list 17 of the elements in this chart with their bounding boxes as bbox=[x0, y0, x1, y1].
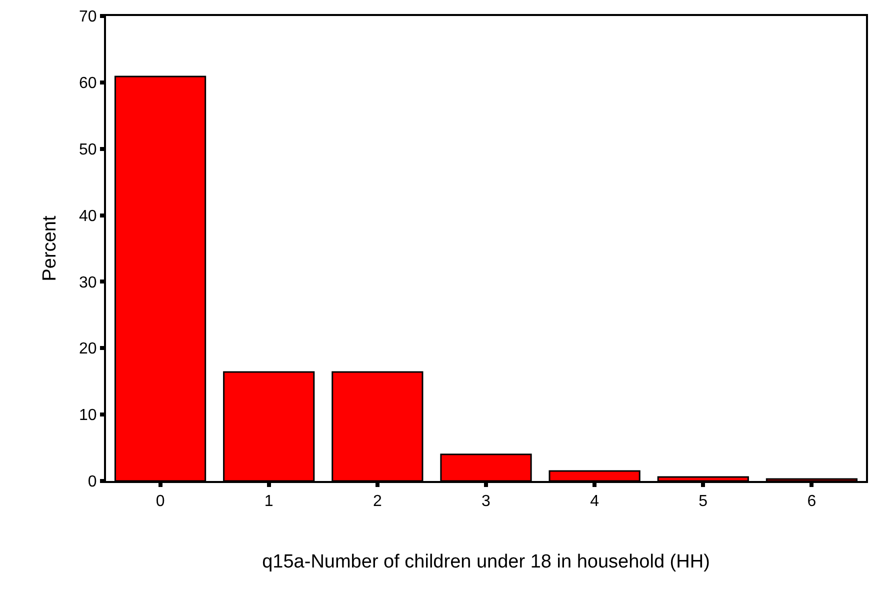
y-tick-label: 60 bbox=[79, 75, 97, 92]
y-axis-title: Percent bbox=[39, 215, 60, 282]
x-tick-label: 6 bbox=[807, 493, 816, 510]
x-tick-label: 3 bbox=[482, 493, 491, 510]
y-tick-label: 20 bbox=[79, 340, 97, 358]
x-tick-label: 4 bbox=[590, 493, 600, 510]
y-tick-label: 70 bbox=[79, 8, 97, 26]
x-tick-label: 5 bbox=[698, 493, 708, 510]
y-tick-label: 50 bbox=[79, 141, 97, 158]
y-tick-label: 30 bbox=[79, 274, 97, 292]
x-tick-label: 2 bbox=[372, 493, 382, 510]
y-tick-label: 10 bbox=[79, 407, 97, 424]
y-tick-label: 0 bbox=[88, 474, 97, 491]
x-tick-label: 1 bbox=[264, 493, 274, 510]
x-tick-label: 0 bbox=[156, 493, 165, 510]
y-tick-label: 40 bbox=[79, 208, 97, 225]
x-axis-title: q15a-Number of children under 18 in household (HH) bbox=[262, 552, 710, 572]
